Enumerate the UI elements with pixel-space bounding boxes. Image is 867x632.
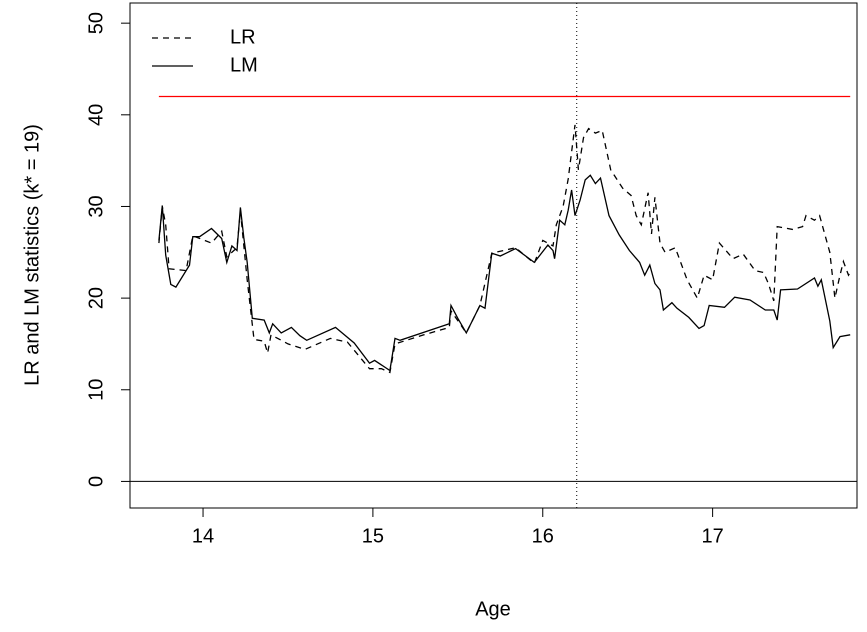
y-tick-label: 30 <box>85 195 107 217</box>
series-line <box>158 174 851 372</box>
y-tick-label: 10 <box>85 379 107 401</box>
x-tick-label: 17 <box>701 525 723 547</box>
plot-frame <box>129 2 858 509</box>
x-axis-title: Age <box>475 598 511 620</box>
x-tick-label: 16 <box>532 525 554 547</box>
legend-label: LM <box>230 54 258 76</box>
x-tick-label: 15 <box>362 525 384 547</box>
y-tick-label: 20 <box>85 287 107 309</box>
x-tick-label: 14 <box>192 525 214 547</box>
series-line <box>158 124 851 374</box>
legend-label: LR <box>230 26 256 48</box>
y-tick-label: 50 <box>85 12 107 34</box>
y-axis-title: LR and LM statistics (k* = 19) <box>21 124 43 386</box>
y-tick-label: 0 <box>85 476 107 487</box>
y-tick-label: 40 <box>85 104 107 126</box>
